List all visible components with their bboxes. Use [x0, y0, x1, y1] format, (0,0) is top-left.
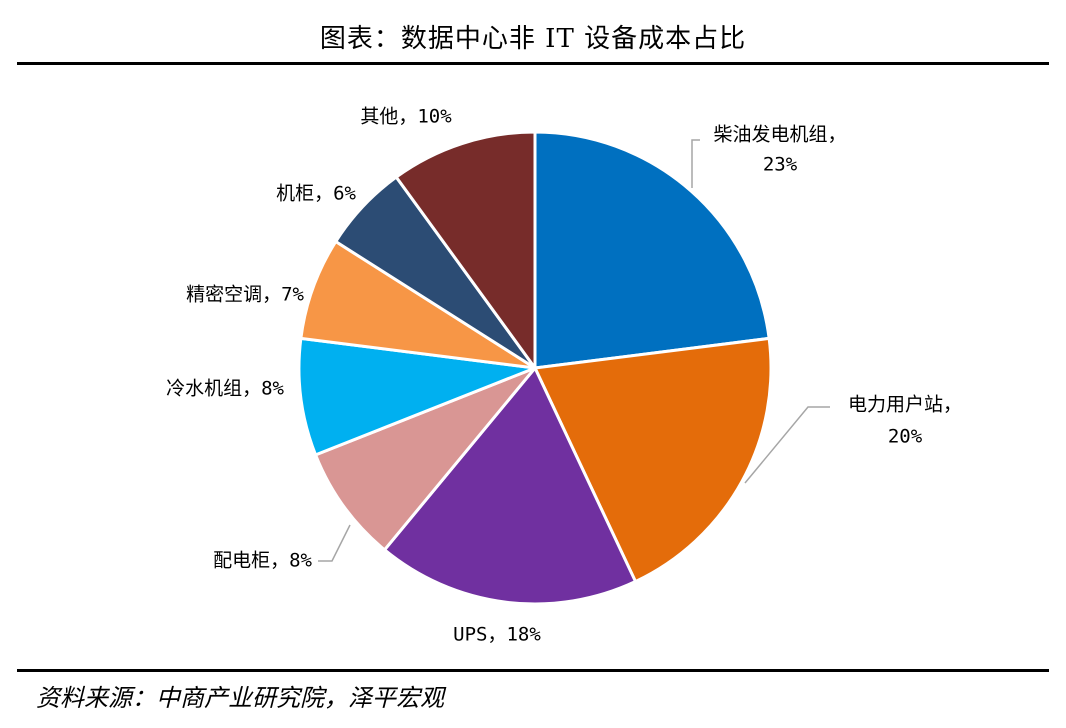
leader-line-2 [744, 406, 830, 484]
slice-label-5-line-1: 冷水机组，8% [166, 378, 284, 400]
pie-slice-1 [533, 130, 771, 370]
pie-slice-5 [297, 336, 537, 457]
slice-label-2-line-2: 20% [888, 426, 923, 448]
slice-label-4-line-1: 配电柜，8% [213, 550, 312, 572]
source-note: 资料来源：中商产业研究院，泽平宏观 [36, 684, 444, 712]
pie-slice-2 [533, 336, 773, 584]
chart-title: 图表：数据中心非 IT 设备成本占比 [319, 24, 747, 54]
slice-label-8-line-1: 其他，10% [360, 106, 452, 128]
pie-slice-8 [394, 130, 537, 370]
bottom-rule [17, 669, 1049, 672]
slice-label-1-line-1: 柴油发电机组， [713, 124, 846, 146]
leader-lines [318, 139, 830, 562]
slice-label-7-line-1: 机柜，6% [276, 183, 356, 205]
leader-line-4 [318, 524, 351, 562]
slice-label-3-line-1: UPS，18% [453, 624, 541, 646]
top-rule [17, 62, 1049, 65]
pie-slice-3 [383, 366, 637, 606]
pie-slice-6 [299, 240, 537, 370]
pie-slices [297, 130, 773, 606]
slice-label-6-line-1: 精密空调，7% [186, 284, 304, 306]
pie-slice-4 [314, 366, 537, 552]
slice-labels: 柴油发电机组， 23% 电力用户站， 20% UPS，18% 配电柜，8% 冷水机组，8% 精… [166, 106, 962, 646]
slice-label-1-line-2: 23% [763, 154, 798, 176]
slice-label-2-line-1: 电力用户站， [848, 394, 962, 416]
leader-line-1 [691, 139, 700, 188]
